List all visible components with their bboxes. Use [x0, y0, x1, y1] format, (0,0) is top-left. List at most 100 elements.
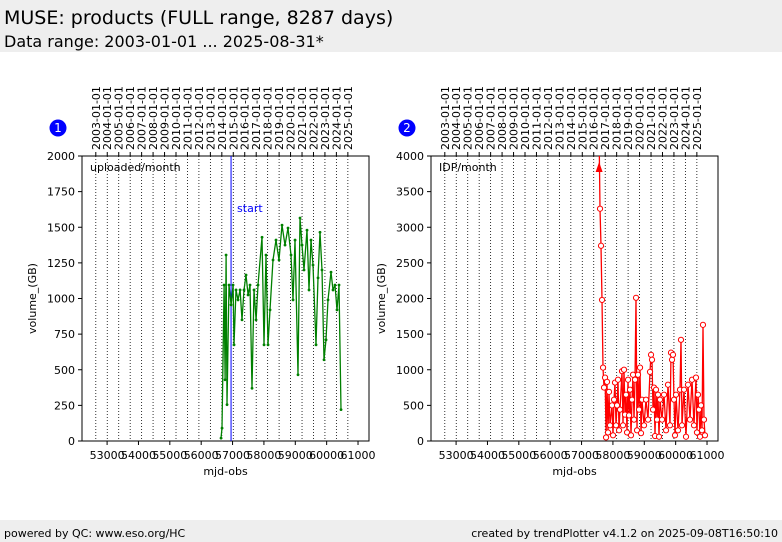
- y-tick-label: 1250: [47, 257, 75, 270]
- point: [628, 396, 636, 403]
- point: [646, 368, 654, 375]
- point: [619, 422, 627, 429]
- y-tick-label: 4000: [396, 150, 424, 163]
- x2-tick-label: 2025-01-01: [342, 86, 355, 150]
- point: [329, 270, 333, 274]
- x-axis-label: mjd-obs: [552, 465, 597, 478]
- point: [606, 422, 614, 429]
- x2-tick-label: 2023-01-01: [668, 86, 681, 150]
- series-label: IDP/month: [439, 161, 497, 174]
- x2-tick-label: 2018-01-01: [262, 86, 275, 150]
- point: [605, 388, 613, 395]
- point: [624, 376, 632, 383]
- point: [248, 283, 252, 287]
- x2-tick-label: 2018-01-01: [611, 86, 624, 150]
- x2-tick-label: 2012-01-01: [193, 86, 206, 150]
- x2-tick-label: 2019-01-01: [273, 86, 286, 150]
- point: [654, 391, 662, 398]
- x-tick-label: 53000: [90, 449, 125, 462]
- point: [604, 429, 612, 436]
- point: [280, 223, 284, 227]
- point: [660, 391, 668, 398]
- point: [686, 416, 694, 423]
- x-tick-label: 61000: [341, 449, 376, 462]
- point: [677, 336, 685, 343]
- point: [694, 391, 702, 398]
- y-tick-label: 500: [54, 364, 75, 377]
- y-tick-label: 0: [417, 435, 424, 448]
- x2-tick-label: 2022-01-01: [307, 86, 320, 150]
- x2-tick-label: 2005-01-01: [462, 86, 475, 150]
- point: [626, 386, 634, 393]
- point: [669, 351, 677, 358]
- y-tick-label: 500: [403, 399, 424, 412]
- point: [291, 298, 295, 302]
- point: [653, 416, 661, 423]
- point: [256, 283, 260, 287]
- x2-tick-label: 2011-01-01: [530, 86, 543, 150]
- x2-tick-label: 2017-01-01: [599, 86, 612, 150]
- point: [307, 288, 311, 292]
- x2-tick-label: 2011-01-01: [181, 86, 194, 150]
- point: [612, 422, 620, 429]
- point: [293, 238, 297, 242]
- x-tick-label: 54000: [470, 449, 505, 462]
- point: [608, 402, 616, 409]
- panel-badge: [49, 119, 67, 137]
- point: [634, 371, 642, 378]
- x-tick-label: 61000: [690, 449, 725, 462]
- point: [599, 364, 607, 371]
- point: [603, 378, 611, 385]
- point: [298, 216, 302, 220]
- x2-tick-label: 2021-01-01: [296, 86, 309, 150]
- x-tick-label: 60000: [658, 449, 693, 462]
- x2-tick-label: 2013-01-01: [553, 86, 566, 150]
- panel-badge: [398, 119, 416, 137]
- page-title: MUSE: products (FULL range, 8287 days): [4, 7, 393, 29]
- footer-band: [0, 520, 782, 542]
- footer-left: powered by QC: www.eso.org/HC: [4, 527, 186, 540]
- x2-tick-label: 2025-01-01: [691, 86, 704, 150]
- x-tick-label: 59000: [627, 449, 662, 462]
- point: [283, 243, 287, 247]
- point: [326, 298, 330, 302]
- point: [656, 396, 664, 403]
- series-line: [220, 217, 342, 439]
- x2-tick-label: 2022-01-01: [656, 86, 669, 150]
- y-tick-label: 250: [54, 399, 75, 412]
- x-tick-label: 60000: [309, 449, 344, 462]
- panel-number: 2: [403, 121, 411, 135]
- point: [674, 427, 682, 434]
- point: [622, 391, 630, 398]
- y-tick-label: 2000: [396, 293, 424, 306]
- x2-tick-label: 2010-01-01: [170, 86, 183, 150]
- point: [320, 268, 324, 272]
- point: [633, 427, 641, 434]
- header-band: [0, 0, 782, 52]
- point: [219, 436, 223, 440]
- point: [236, 298, 240, 302]
- x2-tick-label: 2014-01-01: [565, 86, 578, 150]
- point: [649, 406, 657, 413]
- y-axis-label: volume_(GB): [375, 263, 388, 334]
- point: [664, 381, 672, 388]
- x2-tick-label: 2017-01-01: [250, 86, 263, 150]
- point: [625, 412, 633, 419]
- y-tick-label: 1500: [396, 328, 424, 341]
- point: [614, 376, 622, 383]
- point: [662, 427, 670, 434]
- point: [615, 427, 623, 434]
- point: [324, 338, 328, 342]
- y-tick-label: 3000: [396, 221, 424, 234]
- point: [331, 288, 335, 292]
- x2-tick-label: 2007-01-01: [136, 86, 149, 150]
- point: [692, 374, 700, 381]
- point: [266, 343, 270, 347]
- x2-tick-label: 2004-01-01: [101, 86, 114, 150]
- point: [666, 422, 674, 429]
- x2-tick-label: 2024-01-01: [679, 86, 692, 150]
- point: [286, 226, 290, 230]
- x-tick-label: 58000: [595, 449, 630, 462]
- x2-tick-label: 2007-01-01: [485, 86, 498, 150]
- point: [648, 356, 656, 363]
